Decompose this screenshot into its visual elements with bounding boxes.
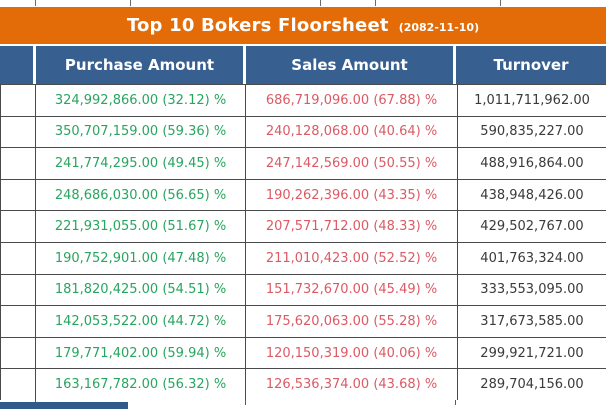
cell-blank (0, 336, 36, 370)
grid-line (245, 400, 246, 405)
cell-turnover: 429,502,767.00 (457, 210, 606, 243)
column-header-sales-amount: Sales Amount (246, 46, 453, 84)
cell-sales-amount: 151,732,670.00 (45.49) % (245, 273, 458, 307)
cell-blank (0, 178, 36, 212)
cell-sales-amount: 211,010,423.00 (52.52) % (245, 241, 458, 275)
cell-blank (0, 273, 36, 307)
cell-purchase-amount: 163,167,782.00 (56.32) % (35, 368, 246, 401)
cell-sales-amount: 120,150,319.00 (40.06) % (245, 336, 458, 370)
cell-purchase-amount: 179,771,402.00 (59.94) % (35, 336, 246, 370)
cell-sales-amount: 240,128,068.00 (40.64) % (245, 115, 458, 149)
previous-table-remnant (0, 0, 606, 7)
cell-sales-amount: 175,620,063.00 (55.28) % (245, 305, 458, 338)
cell-sales-amount: 247,142,569.00 (50.55) % (245, 147, 458, 180)
cell-sales-amount: 686,719,096.00 (67.88) % (245, 84, 458, 117)
table-header-row: Purchase Amount Sales Amount Turnover (0, 46, 606, 84)
cell-turnover: 488,916,864.00 (457, 147, 606, 180)
floorsheet-table: 324,992,866.00 (32.12) % 686,719,096.00 … (0, 84, 606, 401)
table-row: 179,771,402.00 (59.94) % 120,150,319.00 … (0, 336, 606, 370)
table-row: 181,820,425.00 (54.51) % 151,732,670.00 … (0, 273, 606, 307)
next-table-header-edge (0, 402, 128, 409)
cell-turnover: 333,553,095.00 (457, 273, 606, 307)
table-row: 163,167,782.00 (56.32) % 126,536,374.00 … (0, 368, 606, 401)
grid-line (455, 400, 456, 405)
cell-sales-amount: 126,536,374.00 (43.68) % (245, 368, 458, 401)
table-row: 190,752,901.00 (47.48) % 211,010,423.00 … (0, 241, 606, 275)
title-banner: Top 10 Bokers Floorsheet (2082-11-10) (0, 7, 606, 44)
cell-purchase-amount: 142,053,522.00 (44.72) % (35, 305, 246, 338)
grid-line (500, 0, 501, 6)
grid-line (35, 0, 36, 6)
grid-line (375, 0, 376, 6)
table-row: 241,774,295.00 (49.45) % 247,142,569.00 … (0, 147, 606, 180)
grid-line (320, 0, 321, 6)
page-title: Top 10 Bokers Floorsheet (126, 15, 389, 36)
table-row: 248,686,030.00 (56.65) % 190,262,396.00 … (0, 178, 606, 212)
cell-turnover: 317,673,585.00 (457, 305, 606, 338)
cell-blank (0, 115, 36, 149)
cell-sales-amount: 207,571,712.00 (48.33) % (245, 210, 458, 243)
cell-sales-amount: 190,262,396.00 (43.35) % (245, 178, 458, 212)
cell-blank (0, 368, 36, 401)
table-row: 324,992,866.00 (32.12) % 686,719,096.00 … (0, 84, 606, 117)
cell-turnover: 1,011,711,962.00 (457, 84, 606, 117)
column-header-turnover: Turnover (456, 46, 606, 84)
table-row: 221,931,055.00 (51.67) % 207,571,712.00 … (0, 210, 606, 243)
table-row: 350,707,159.00 (59.36) % 240,128,068.00 … (0, 115, 606, 149)
cell-turnover: 299,921,721.00 (457, 336, 606, 370)
cell-purchase-amount: 190,752,901.00 (47.48) % (35, 241, 246, 275)
cell-purchase-amount: 350,707,159.00 (59.36) % (35, 115, 246, 149)
cell-blank (0, 84, 36, 117)
cell-purchase-amount: 221,931,055.00 (51.67) % (35, 210, 246, 243)
cell-turnover: 289,704,156.00 (457, 368, 606, 401)
cell-purchase-amount: 241,774,295.00 (49.45) % (35, 147, 246, 180)
column-header-blank (0, 46, 33, 84)
cell-turnover: 401,763,324.00 (457, 241, 606, 275)
column-header-purchase-amount: Purchase Amount (36, 46, 243, 84)
cell-blank (0, 210, 36, 243)
cell-turnover: 438,948,426.00 (457, 178, 606, 212)
cell-blank (0, 147, 36, 180)
table-row: 142,053,522.00 (44.72) % 175,620,063.00 … (0, 305, 606, 338)
grid-line (130, 0, 131, 6)
cell-purchase-amount: 248,686,030.00 (56.65) % (35, 178, 246, 212)
cell-turnover: 590,835,227.00 (457, 115, 606, 149)
page-title-date: (2082-11-10) (398, 21, 480, 34)
cell-blank (0, 241, 36, 275)
cell-blank (0, 305, 36, 338)
cell-purchase-amount: 324,992,866.00 (32.12) % (35, 84, 246, 117)
cell-purchase-amount: 181,820,425.00 (54.51) % (35, 273, 246, 307)
